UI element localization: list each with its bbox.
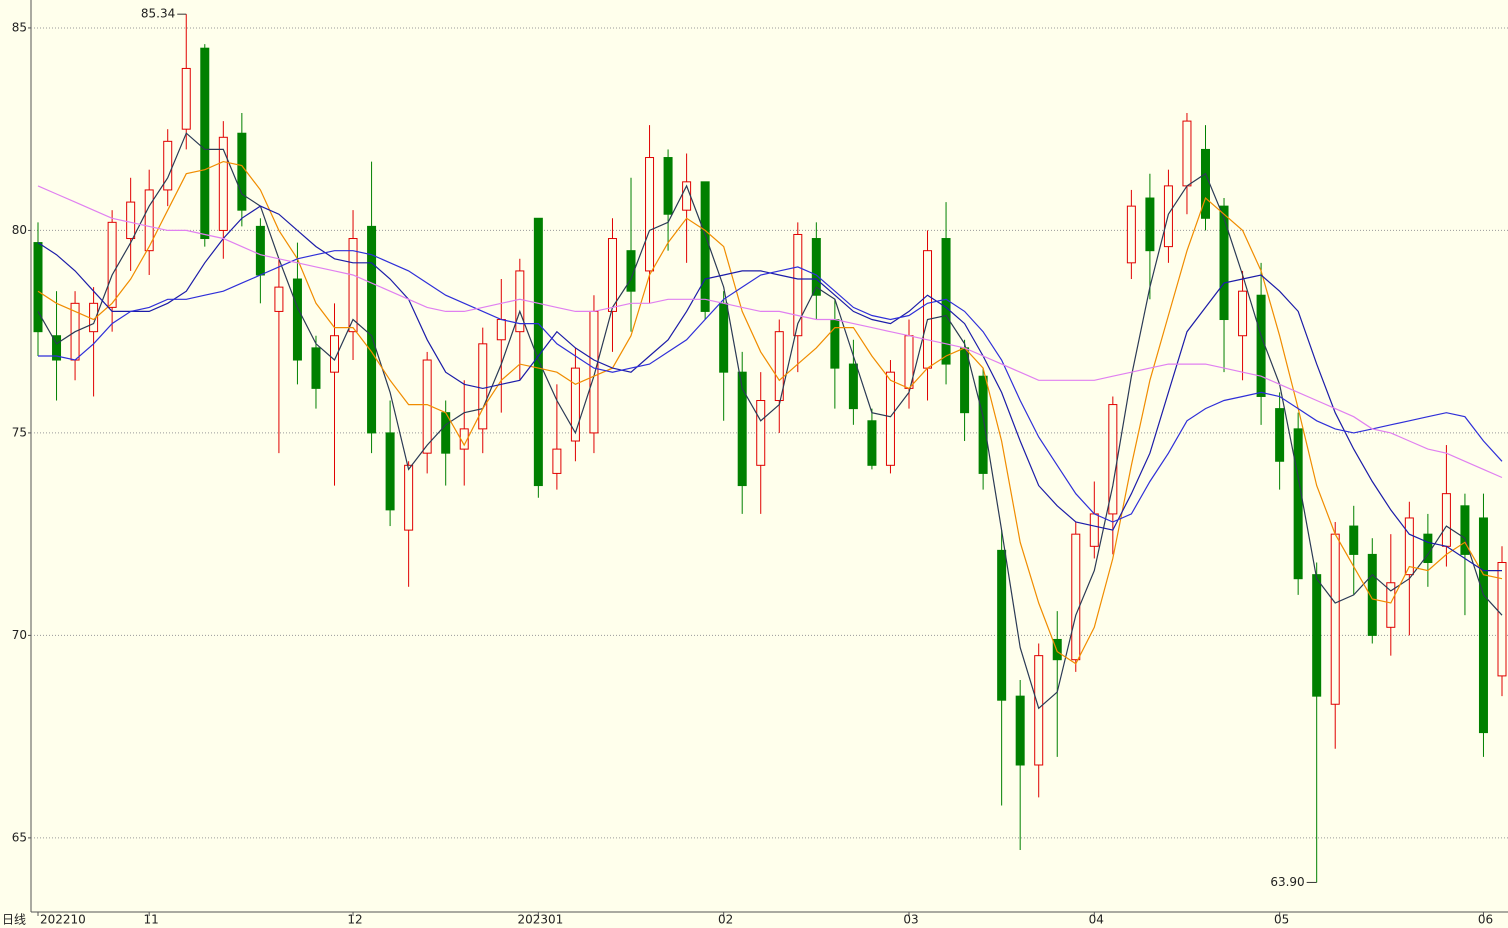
candle-body [237,132,247,211]
candle-body [1441,493,1451,547]
candle-body [404,464,414,531]
ma-line [37,160,1503,665]
candle-body [626,250,636,292]
candle-body [200,47,210,240]
candle-body [1182,120,1192,187]
candle-body [663,157,673,215]
y-tick-label: 65 [12,830,27,844]
candle-body [1200,148,1210,219]
candle-body [330,335,340,373]
candle-body [1219,205,1229,321]
candle-body [1015,695,1025,766]
candle-body [774,331,784,402]
candle-body [107,221,117,308]
candle-body [1275,408,1285,462]
candle-body [997,549,1007,701]
candle-body [496,319,506,341]
candle-body [385,432,395,511]
candle-body [589,310,599,434]
candle-body [552,448,562,474]
candle-body [348,238,358,333]
candle-body [885,371,895,466]
candle-body [867,420,877,466]
y-tick-label: 75 [12,425,27,439]
candle-body [645,157,655,272]
x-tick-label: 03 [903,913,918,927]
candle-body [1071,533,1081,661]
candle-body [978,375,988,474]
x-tick-label: 06 [1478,913,1493,927]
candle-body [848,363,858,410]
candle-body [719,302,729,373]
candle-body [923,250,933,369]
x-tick-label: 202301 [517,913,563,927]
candle-body [1034,655,1044,766]
candle-body [181,67,191,130]
candle-body [292,278,302,361]
candle-body [478,343,488,430]
candle-body [274,286,284,312]
x-tick-label: 05 [1274,913,1289,927]
candle-body [1367,553,1377,636]
period-label: 日线 [2,913,26,927]
y-tick-label: 85 [12,20,27,34]
candle-body [1089,513,1099,547]
candle-body [52,335,62,361]
candle-body [1349,525,1359,555]
candle-body [311,347,321,389]
candle-body [793,233,803,337]
candle-body [1238,290,1248,337]
candle-body [1497,562,1507,677]
candle-body [126,201,136,240]
candle-body [533,217,543,487]
candle-body [700,181,710,312]
candle-body [1478,517,1488,734]
x-tick-label: 02 [718,913,733,927]
high-label: 85.34 [141,7,175,21]
y-tick-label: 80 [12,223,27,237]
ma-line [37,185,1503,479]
candle-body [756,400,766,466]
candle-body [33,242,43,333]
ma-line [38,250,1503,523]
candle-body [570,367,580,442]
candle-body [1460,505,1470,555]
candle-body [960,347,970,414]
candle-body [1312,574,1322,697]
candle-body [1386,582,1396,628]
candle-body [1293,428,1303,580]
candle-body [1145,197,1155,252]
candle-body [1052,638,1062,661]
candle-body [367,225,377,434]
candle-body [144,189,154,252]
candle-body [1404,517,1414,576]
x-tick-label: 11 [144,913,159,927]
candle-body [218,136,228,231]
candle-body [737,371,747,487]
candle-body [1126,205,1136,264]
low-label: 63.90 [1270,875,1304,889]
candle-body [607,238,617,312]
candle-body [163,140,173,191]
candle-body [1256,294,1266,397]
candle-body [811,238,821,296]
candle-body [422,359,432,454]
x-tick-label: 04 [1089,913,1104,927]
candle-body [1330,533,1340,705]
ma-line [37,132,1503,710]
candle-body [515,270,525,333]
candle-body [830,319,840,369]
x-tick-label: 12 [347,913,362,927]
x-tick-label: 202210 [40,913,86,927]
y-tick-label: 70 [12,628,27,642]
candle-body [255,225,265,276]
